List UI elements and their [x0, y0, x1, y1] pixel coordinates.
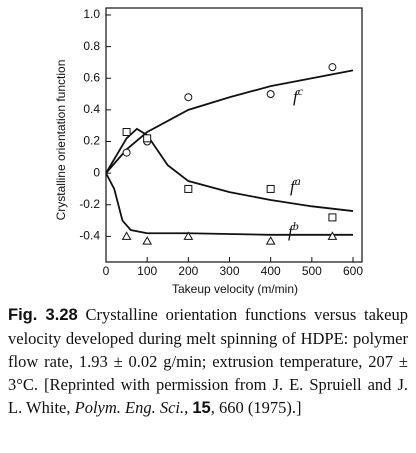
- chart: Takeup velocity (m/min) Crystalline orie…: [54, 7, 363, 296]
- fit-curve: [105, 69, 354, 174]
- y-tick-label: 0.2: [83, 134, 100, 148]
- point: [122, 128, 131, 137]
- fit-curve: [105, 172, 353, 236]
- curve-label: fc: [293, 84, 304, 106]
- point: [184, 184, 193, 193]
- point: [328, 213, 337, 222]
- y-tick-label: 0: [93, 165, 100, 179]
- x-tick-label: 0: [103, 264, 110, 278]
- point: [143, 134, 152, 143]
- y-tick-label: -0.2: [79, 197, 100, 211]
- y-tick-label: -0.4: [79, 229, 100, 243]
- y-tick-label: 1.0: [83, 7, 100, 21]
- curve-label: fa: [290, 174, 301, 196]
- y-tick-label: 0.4: [83, 102, 100, 116]
- point: [266, 184, 275, 193]
- point: [183, 231, 194, 240]
- curve-label-superscript: a: [295, 174, 301, 188]
- x-tick-label: 100: [137, 264, 157, 278]
- curve-label-name: f: [290, 177, 297, 196]
- point: [328, 63, 337, 72]
- x-tick-label: 600: [343, 264, 363, 278]
- point: [184, 93, 193, 102]
- plot-frame: [105, 7, 363, 263]
- curve-label-name: f: [293, 87, 300, 106]
- x-tick-label: 400: [261, 264, 281, 278]
- y-tick-label: 0.6: [83, 70, 100, 84]
- y-tick-label: 0.8: [83, 39, 100, 53]
- point: [327, 231, 338, 240]
- caption-tail: , 660 (1975).]: [210, 398, 302, 417]
- x-tick-label: 500: [302, 264, 322, 278]
- point: [265, 236, 276, 245]
- point: [122, 148, 131, 157]
- caption-volume: 15: [192, 399, 211, 417]
- curve-label-superscript: c: [298, 84, 304, 98]
- point: [121, 231, 132, 240]
- y-axis-label: Crystalline orientation function: [54, 60, 68, 221]
- point: [266, 90, 275, 99]
- caption-label: Fig. 3.28: [8, 306, 78, 324]
- x-axis-label: Takeup velocity (m/min): [172, 282, 298, 296]
- fit-curve: [105, 127, 354, 212]
- caption: Fig. 3.28 Crystalline orientation functi…: [8, 303, 408, 420]
- curve-label: fb: [288, 219, 299, 241]
- x-tick-label: 300: [219, 264, 239, 278]
- x-tick-label: 200: [178, 264, 198, 278]
- caption-journal: Polym. Eng. Sci.,: [74, 398, 189, 417]
- curve-label-name: f: [288, 222, 295, 241]
- curve-label-superscript: b: [293, 219, 299, 233]
- caption-text: Crystalline orientation functions versus…: [8, 305, 409, 417]
- point: [142, 236, 153, 245]
